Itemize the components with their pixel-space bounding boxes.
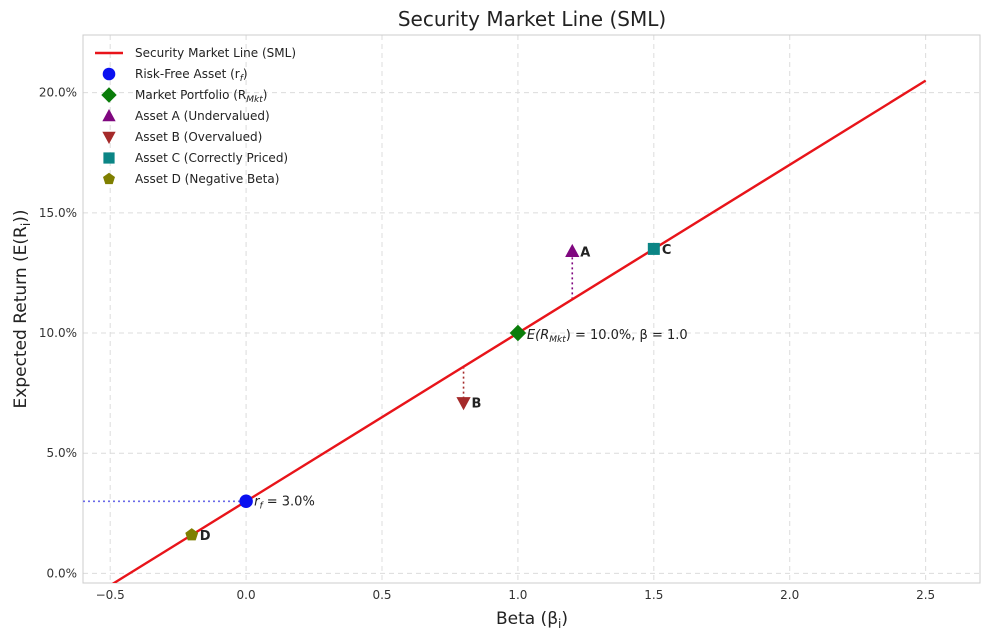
legend-entry-text: Risk-Free Asset (r: [135, 67, 240, 81]
legend-entry: Market Portfolio (RMkt): [135, 88, 267, 105]
x-tick-label: 1.5: [644, 588, 663, 602]
legend-entry-text: Asset A (Undervalued): [135, 109, 270, 123]
grid: [83, 35, 980, 583]
legend-entry: Asset D (Negative Beta): [135, 172, 279, 186]
x-tick-label: 2.0: [780, 588, 799, 602]
y-tick-label: 0.0%: [47, 566, 78, 580]
legend-entry-close: ): [243, 67, 248, 81]
legend-entry-close: ): [263, 88, 268, 102]
legend-entry: Risk-Free Asset (rf): [135, 67, 248, 84]
point-label-b: B: [472, 397, 482, 412]
point-rf: [239, 494, 253, 509]
x-tick-label: 0.5: [372, 588, 391, 602]
y-axis-label: Expected Return (E(Ri)): [11, 210, 33, 409]
legend-swatch-d: [103, 172, 115, 185]
legend-swatch-c: [103, 152, 115, 164]
y-tick-label: 5.0%: [47, 446, 78, 460]
legend-entry: Security Market Line (SML): [135, 46, 296, 60]
y-tick-labels: 0.0% 5.0% 10.0% 15.0% 20.0%: [39, 86, 77, 581]
y-tick-label: 10.0%: [39, 326, 77, 340]
legend-entry-text: Security Market Line (SML): [135, 46, 296, 60]
rf-annotation-value: = 3.0%: [263, 494, 315, 509]
legend-entry-text: Market Portfolio (R: [135, 88, 246, 102]
point-c: [647, 242, 660, 255]
legend-entry-sub: Mkt: [246, 95, 263, 105]
rf-annotation-sub: f: [259, 501, 264, 511]
legend-swatch-b: [102, 131, 116, 144]
point-label-d: D: [200, 529, 211, 544]
legend-entry: Asset A (Undervalued): [135, 109, 270, 123]
legend-entry-text: Asset B (Overvalued): [135, 130, 262, 144]
y-tick-label: 20.0%: [39, 86, 77, 100]
point-mkt: [509, 324, 527, 342]
legend-entry: Asset B (Overvalued): [135, 130, 262, 144]
point-b: [456, 397, 471, 411]
legend-entry-text: Asset D (Negative Beta): [135, 172, 279, 186]
legend-entry-text: Asset C (Correctly Priced): [135, 151, 288, 165]
data-points: A B C D: [185, 242, 672, 544]
y-tick-label: 15.0%: [39, 206, 77, 220]
x-tick-label: −0.5: [96, 588, 125, 602]
x-tick-label: 1.0: [508, 588, 527, 602]
market-annotation-sub: Mkt: [549, 335, 566, 345]
legend-entry-sub: f: [240, 74, 245, 84]
plot-frame: [82, 34, 981, 584]
x-tick-labels: −0.5 0.0 0.5 1.0 1.5 2.0 2.5: [96, 588, 936, 602]
point-d: [185, 528, 199, 541]
x-tick-label: 2.5: [916, 588, 935, 602]
legend: Security Market Line (SML) Risk-Free Asse…: [95, 46, 296, 186]
market-annotation-symbol: E(R: [527, 328, 549, 343]
x-axis-label: Beta (βi): [496, 609, 568, 631]
market-annotation-value: ) = 10.0%, β = 1.0: [566, 328, 688, 343]
point-label-a: A: [580, 245, 590, 260]
x-tick-label: 0.0: [237, 588, 256, 602]
legend-entry: Asset C (Correctly Priced): [135, 151, 288, 165]
legend-swatch-rf: [102, 67, 116, 81]
annotations: rf = 3.0% E(RMkt) = 10.0%, β = 1.0: [254, 328, 688, 511]
legend-swatch-mkt: [101, 87, 117, 103]
rf-annotation-symbol: r: [254, 494, 261, 509]
market-annotation: E(RMkt) = 10.0%, β = 1.0: [527, 328, 688, 345]
guide-lines: [83, 251, 574, 503]
rf-annotation: rf = 3.0%: [254, 494, 315, 511]
point-a: [565, 243, 580, 257]
legend-swatch-a: [102, 109, 116, 122]
chart-title: Security Market Line (SML): [398, 7, 666, 31]
point-label-c: C: [662, 243, 672, 258]
